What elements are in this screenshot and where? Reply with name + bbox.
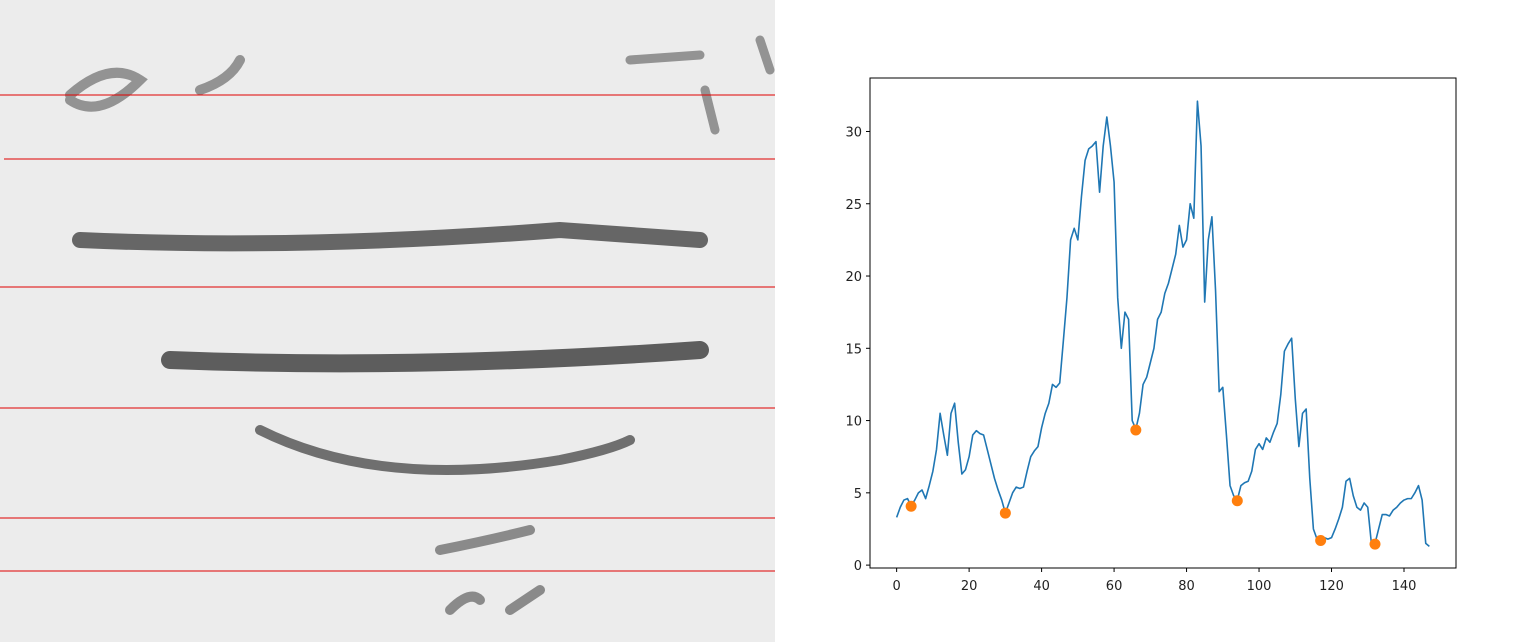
manuscript-image [0, 0, 775, 642]
data-point [1231, 495, 1243, 507]
y-tick-label: 15 [845, 342, 862, 357]
data-point [1130, 424, 1142, 436]
y-tick-label: 5 [854, 487, 862, 502]
row-lines [0, 94, 775, 572]
x-tick-label: 40 [1033, 579, 1050, 594]
y-tick-label: 30 [845, 125, 862, 140]
y-tick-label: 25 [845, 198, 862, 213]
y-tick-label: 0 [854, 559, 862, 574]
x-tick-label: 20 [961, 579, 978, 594]
data-point [1315, 535, 1327, 547]
x-tick-label: 100 [1247, 579, 1272, 594]
x-tick-label: 60 [1106, 579, 1123, 594]
image-background [0, 0, 775, 642]
axes-frame [869, 77, 1457, 569]
data-point [999, 507, 1011, 519]
y-tick-label: 10 [845, 415, 862, 430]
data-point [1369, 538, 1381, 550]
x-tick-label: 140 [1392, 579, 1417, 594]
y-tick-label: 20 [845, 270, 862, 285]
data-line [895, 100, 1430, 547]
x-tick-label: 80 [1178, 579, 1195, 594]
data-point [905, 500, 917, 512]
x-tick-label: 0 [892, 579, 900, 594]
plot: 0 5 10 15 20 25 30 0 20 40 60 80 100 120 140 [845, 100, 1430, 594]
x-tick-label: 120 [1319, 579, 1344, 594]
script-strokes [65, 35, 775, 615]
